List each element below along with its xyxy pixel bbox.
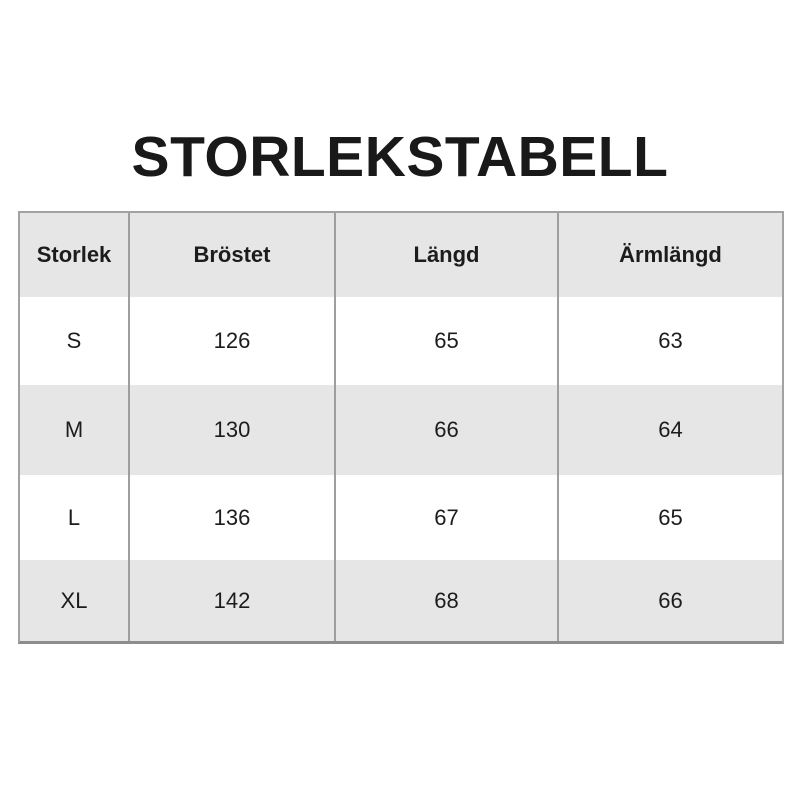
column-header-langd: Längd (336, 213, 559, 297)
row-label-size: L (20, 475, 130, 560)
table-cell-length: 68 (336, 560, 559, 641)
table-cell-sleeve: 64 (658, 417, 683, 442)
table-cell-chest: 142 (130, 560, 336, 641)
table-row-l: L 136 67 65 (20, 475, 782, 560)
size-table: Storlek Bröstet Längd Ärmlängd S 126 65 … (18, 211, 784, 644)
table-row-xl: XL 142 68 66 (20, 560, 782, 641)
column-header-storlek: Storlek (20, 213, 130, 297)
column-header-brostet: Bröstet (130, 213, 336, 297)
row-label-size: XL (20, 560, 130, 641)
table-cell-length: 66 (336, 385, 559, 475)
row-label-size: S (20, 297, 130, 385)
table-cell-chest: 136 (130, 475, 336, 560)
table-cell-length: 65 (336, 297, 559, 385)
table-cell-length: 67 (336, 475, 559, 560)
table-cell-sleeve: 63 (658, 328, 683, 353)
table-row-s: S 126 65 63 (20, 297, 782, 385)
table-row-m: M 130 66 64 (20, 385, 782, 475)
column-header-armlangd: Ärmlängd (619, 242, 722, 267)
page-title: STORLEKSTABELL (131, 125, 669, 189)
row-label-size: M (20, 385, 130, 475)
table-cell-chest: 126 (130, 297, 336, 385)
table-cell-sleeve: 65 (658, 504, 683, 530)
table-cell-sleeve: 66 (658, 587, 683, 613)
table-header-row: Storlek Bröstet Längd Ärmlängd (20, 213, 782, 297)
table-cell-chest: 130 (130, 385, 336, 475)
